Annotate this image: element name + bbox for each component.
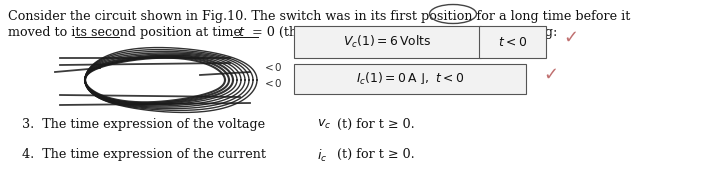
Text: $t$: $t$ xyxy=(238,26,246,39)
Text: $V_c(1) = 6\,\mathrm{Volts}$: $V_c(1) = 6\,\mathrm{Volts}$ xyxy=(343,34,431,50)
Text: = 0 (the switch time). Determine the following:: = 0 (the switch time). Determine the fol… xyxy=(248,26,557,39)
Text: $<0$: $<0$ xyxy=(263,61,283,73)
Text: $<0$: $<0$ xyxy=(263,77,283,89)
Text: (t) for t ≥ 0.: (t) for t ≥ 0. xyxy=(337,118,414,131)
Text: $i_c$: $i_c$ xyxy=(317,148,328,164)
Text: $v_c$: $v_c$ xyxy=(317,118,331,131)
Text: $t < 0$: $t < 0$ xyxy=(498,36,527,48)
Text: ✓: ✓ xyxy=(543,66,558,84)
Text: Consider the circuit shown in Fig.10. The switch was in its first position for a: Consider the circuit shown in Fig.10. Th… xyxy=(8,10,630,23)
FancyBboxPatch shape xyxy=(479,26,546,58)
FancyBboxPatch shape xyxy=(294,64,526,94)
Text: 4.  The time expression of the current: 4. The time expression of the current xyxy=(22,148,270,161)
Text: moved to its second position at time: moved to its second position at time xyxy=(8,26,245,39)
Text: $I_c(1) = 0\,\mathrm{A}\ \rfloor,\ t<0$: $I_c(1) = 0\,\mathrm{A}\ \rfloor,\ t<0$ xyxy=(356,71,464,87)
Text: ✓: ✓ xyxy=(563,29,578,47)
Text: (t) for t ≥ 0.: (t) for t ≥ 0. xyxy=(337,148,414,161)
Text: 3.  The time expression of the voltage: 3. The time expression of the voltage xyxy=(22,118,269,131)
FancyBboxPatch shape xyxy=(294,26,481,58)
